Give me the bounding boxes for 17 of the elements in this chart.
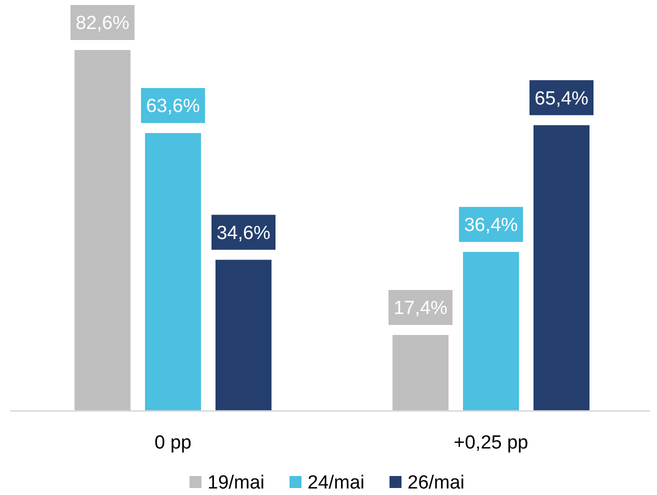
legend-label: 19/mai	[208, 472, 265, 494]
data-label: 36,4%	[464, 215, 518, 236]
bar	[74, 50, 130, 411]
data-label: 82,6%	[76, 13, 130, 34]
data-label: 65,4%	[534, 88, 589, 110]
data-label: 17,4%	[394, 298, 448, 320]
bar	[463, 252, 519, 411]
bar	[145, 133, 201, 411]
legend-label: 24/mai	[308, 472, 365, 494]
bar	[216, 260, 272, 411]
bar	[534, 125, 590, 411]
data-label: 34,6%	[216, 222, 271, 244]
bar	[392, 334, 448, 411]
legend-label: 26/mai	[408, 472, 465, 494]
data-label: 63,6%	[146, 96, 200, 118]
x-tick-label: 0 pp	[154, 432, 192, 454]
x-tick-label: +0,25 pp	[454, 432, 528, 454]
